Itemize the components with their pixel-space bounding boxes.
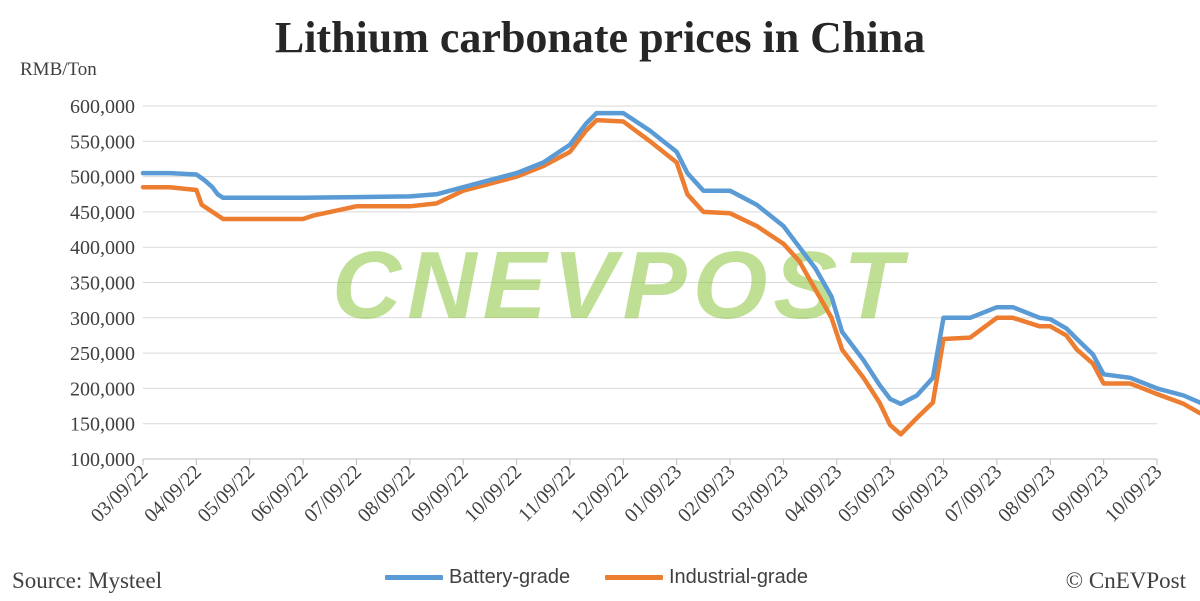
y-tick-label: 150,000 [70,414,135,436]
x-tick-label: 05/09/23 [834,461,900,527]
y-tick-labels: 100,000 150,000 200,000 250,000 300,000 350,0… [70,96,135,471]
y-tick-label: 200,000 [70,378,135,400]
copyright-note: © CnEVPost [1065,568,1186,593]
y-tick-label: 300,000 [70,308,135,330]
series-line-battery-grade [140,110,1200,407]
y-tick-label: 500,000 [70,167,135,189]
x-tick-label: 10/09/23 [1101,461,1167,527]
y-axis-label: RMB/Ton [20,59,97,80]
legend-item-industrial: Industrial-grade [605,566,808,589]
chart-title: Lithium carbonate prices in China [274,13,926,62]
legend-item-battery: Battery-grade [385,566,570,589]
y-tick-label: 350,000 [70,273,135,295]
x-tick-label: 09/09/23 [1047,461,1113,527]
legend-swatch-industrial [605,575,663,580]
legend-label-battery: Battery-grade [449,566,571,588]
legend-label-industrial: Industrial-grade [669,566,808,588]
x-tick-label: 06/09/22 [247,461,313,527]
y-tick-label: 600,000 [70,96,135,118]
x-tick-label: 02/09/23 [674,461,740,527]
y-tick-label: 100,000 [70,449,135,471]
x-tick-label: 01/09/23 [620,461,686,527]
x-tick-label: 07/09/22 [300,461,366,527]
x-tick-label: 07/09/23 [941,461,1007,527]
y-tick-label: 450,000 [70,202,135,224]
x-axis: 03/09/2204/09/2205/09/2206/09/2207/09/22… [87,458,1167,527]
y-tick-label: 250,000 [70,343,135,365]
x-tick-label: 06/09/23 [887,461,953,527]
y-tick-label: 400,000 [70,237,135,259]
x-tick-label: 10/09/22 [460,461,526,527]
x-tick-label: 08/09/23 [994,461,1060,527]
watermark-text: CNEVPOST [332,232,909,339]
x-tick-label: 08/09/22 [354,461,420,527]
x-tick-label: 12/09/22 [567,461,633,527]
source-note: Source: Mysteel [12,568,163,593]
series-line-industrial-grade [140,117,1200,437]
x-tick-label: 04/09/22 [140,461,206,527]
watermark: CNEVPOST [332,232,909,339]
legend-swatch-battery [385,575,443,580]
x-tick-label: 05/09/22 [193,461,259,527]
x-tick-label: 11/09/22 [514,461,579,526]
y-tick-label: 550,000 [70,131,135,153]
x-tick-label: 03/09/23 [727,461,793,527]
series-lines [140,110,1200,437]
x-tick-label: 04/09/23 [780,461,846,527]
x-tick-label: 09/09/22 [407,461,473,527]
